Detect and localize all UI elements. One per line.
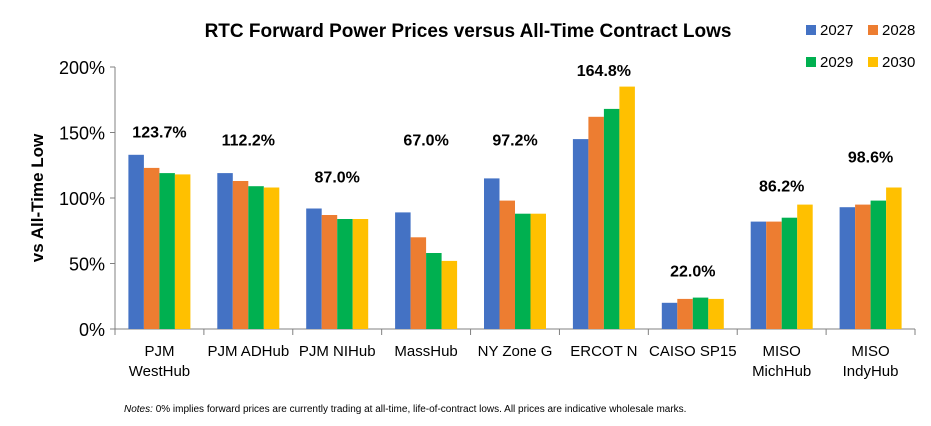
category-label: PJM: [144, 343, 174, 360]
group-annotation: 164.8%: [577, 63, 631, 80]
category-label: CAISO SP15: [649, 343, 737, 360]
legend-label: 2028: [882, 22, 915, 39]
legend-label: 2029: [820, 54, 853, 71]
group-annotation: 97.2%: [492, 133, 537, 150]
bar-2030-5: [619, 86, 635, 329]
group-annotation: 22.0%: [670, 264, 715, 281]
bar-2028-1: [232, 181, 249, 329]
category-label: PJM NIHub: [299, 343, 376, 360]
category-label: MichHub: [752, 363, 811, 380]
chart-title: RTC Forward Power Prices versus All-Time…: [205, 21, 732, 42]
notes-label: Notes:: [124, 404, 153, 415]
legend-swatch-2028: [868, 25, 878, 35]
category-label: MassHub: [394, 343, 457, 360]
bar-2028-5: [588, 116, 604, 329]
category-label: WestHub: [129, 363, 190, 380]
bar-2030-3: [441, 260, 458, 329]
bar-2027-7: [750, 221, 767, 329]
bar-2029-6: [692, 297, 709, 329]
bar-2027-0: [128, 154, 144, 329]
bar-2030-2: [352, 219, 369, 329]
legend-swatch-2029: [806, 57, 816, 67]
category-label: PJM ADHub: [207, 343, 289, 360]
category-label: MISO: [851, 343, 889, 360]
bar-2028-2: [321, 215, 338, 329]
bar-2028-4: [499, 200, 515, 329]
bar-2028-3: [410, 237, 427, 329]
notes-text: 0% implies forward prices are currently …: [155, 404, 687, 415]
bar-2030-1: [263, 187, 280, 329]
bar-2029-7: [781, 217, 798, 329]
group-annotation: 67.0%: [403, 133, 448, 150]
bar-2029-4: [515, 213, 531, 329]
bar-2030-7: [797, 204, 813, 329]
group-annotation: 112.2%: [222, 133, 275, 150]
bar-2027-8: [839, 207, 856, 329]
group-annotation: 98.6%: [848, 150, 893, 167]
bar-2027-1: [217, 173, 233, 329]
bar-2029-2: [337, 219, 353, 329]
legend-swatch-2027: [806, 25, 816, 35]
y-tick-label: 0%: [79, 320, 105, 340]
bar-2030-8: [886, 187, 902, 329]
bar-2027-6: [661, 302, 678, 329]
bar-2029-0: [159, 173, 175, 329]
category-label: NY Zone G: [478, 343, 553, 360]
y-tick-label: 100%: [59, 189, 105, 209]
y-tick-label: 200%: [59, 58, 105, 78]
bar-2028-0: [143, 167, 160, 329]
legend-swatch-2030: [868, 57, 878, 67]
group-annotation: 86.2%: [759, 178, 804, 195]
bar-2030-6: [708, 298, 724, 329]
bar-2028-6: [677, 298, 693, 329]
bar-2027-5: [572, 139, 589, 329]
bar-2027-3: [395, 212, 411, 329]
y-tick-label: 50%: [69, 255, 105, 275]
category-label: IndyHub: [843, 363, 899, 380]
legend-label: 2030: [882, 54, 915, 71]
bar-2029-1: [248, 186, 264, 329]
notes: Notes: 0% implies forward prices are cur…: [124, 404, 686, 415]
bar-2030-4: [530, 213, 546, 329]
bar-2029-8: [870, 200, 887, 329]
legend-label: 2027: [820, 22, 853, 39]
bar-2030-0: [174, 174, 191, 329]
bar-2027-4: [484, 178, 500, 329]
category-label: ERCOT N: [570, 343, 637, 360]
bar-2029-3: [426, 253, 442, 329]
bar-2028-8: [855, 204, 871, 329]
group-annotation: 87.0%: [315, 169, 360, 186]
bar-2029-5: [603, 108, 620, 330]
group-annotation: 123.7%: [132, 125, 186, 142]
bar-2028-7: [766, 221, 782, 329]
y-axis-label: vs All-Time Low: [28, 133, 47, 262]
y-tick-label: 150%: [59, 124, 105, 144]
bar-2027-2: [306, 208, 322, 329]
category-label: MISO: [762, 343, 800, 360]
